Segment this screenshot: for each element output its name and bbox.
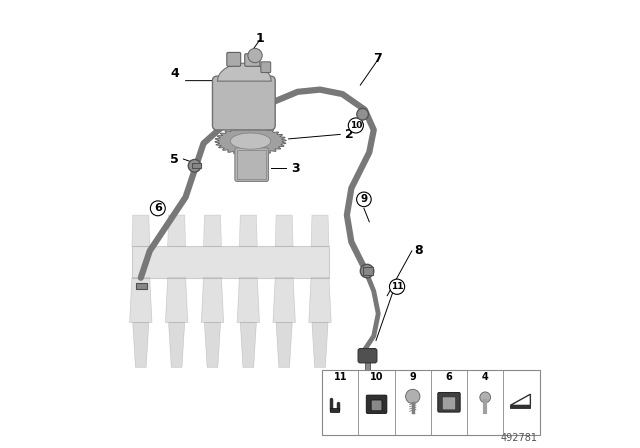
Polygon shape (165, 278, 188, 323)
Text: 6: 6 (154, 203, 162, 213)
Text: 9: 9 (360, 194, 367, 204)
Text: 5: 5 (170, 152, 179, 166)
Circle shape (406, 389, 420, 404)
FancyBboxPatch shape (358, 349, 377, 363)
FancyBboxPatch shape (371, 400, 382, 411)
Bar (330, 408, 339, 412)
Text: 8: 8 (414, 244, 423, 258)
Circle shape (480, 392, 491, 403)
Circle shape (248, 48, 262, 63)
Polygon shape (132, 323, 149, 367)
Text: 4: 4 (170, 67, 179, 81)
FancyBboxPatch shape (235, 148, 269, 181)
Circle shape (356, 108, 369, 120)
Polygon shape (273, 278, 296, 323)
Polygon shape (230, 133, 271, 149)
Polygon shape (239, 215, 257, 246)
Text: 9: 9 (410, 372, 416, 383)
Polygon shape (168, 215, 186, 246)
Polygon shape (132, 215, 150, 246)
Polygon shape (276, 323, 292, 367)
Text: 10: 10 (349, 121, 362, 130)
Polygon shape (237, 278, 260, 323)
FancyBboxPatch shape (212, 76, 275, 130)
Polygon shape (240, 323, 257, 367)
FancyBboxPatch shape (261, 62, 271, 73)
Bar (192, 163, 201, 168)
FancyBboxPatch shape (442, 397, 456, 410)
Bar (237, 150, 266, 179)
FancyBboxPatch shape (244, 54, 260, 66)
Polygon shape (130, 278, 152, 323)
Bar (363, 267, 373, 275)
Bar (136, 283, 147, 289)
FancyBboxPatch shape (227, 52, 241, 66)
Text: 492781: 492781 (500, 433, 538, 443)
Text: 11: 11 (333, 372, 347, 383)
Text: 2: 2 (345, 128, 353, 141)
Text: 4: 4 (482, 372, 488, 383)
Text: 10: 10 (370, 372, 383, 383)
Polygon shape (510, 405, 531, 408)
Bar (323, 370, 540, 435)
Polygon shape (204, 215, 221, 246)
Polygon shape (215, 127, 286, 155)
Text: 1: 1 (255, 31, 264, 45)
Circle shape (188, 159, 201, 172)
Bar (365, 360, 370, 370)
Polygon shape (311, 215, 329, 246)
Polygon shape (132, 246, 329, 278)
FancyBboxPatch shape (438, 392, 460, 412)
Text: 6: 6 (445, 372, 452, 383)
Text: 7: 7 (373, 52, 381, 65)
Text: 3: 3 (291, 161, 300, 175)
Circle shape (360, 264, 374, 278)
Polygon shape (312, 323, 328, 367)
Polygon shape (275, 215, 293, 246)
Polygon shape (202, 278, 224, 323)
Text: 11: 11 (391, 282, 403, 291)
Polygon shape (309, 278, 332, 323)
FancyBboxPatch shape (366, 395, 387, 414)
Polygon shape (204, 323, 221, 367)
Polygon shape (168, 323, 185, 367)
